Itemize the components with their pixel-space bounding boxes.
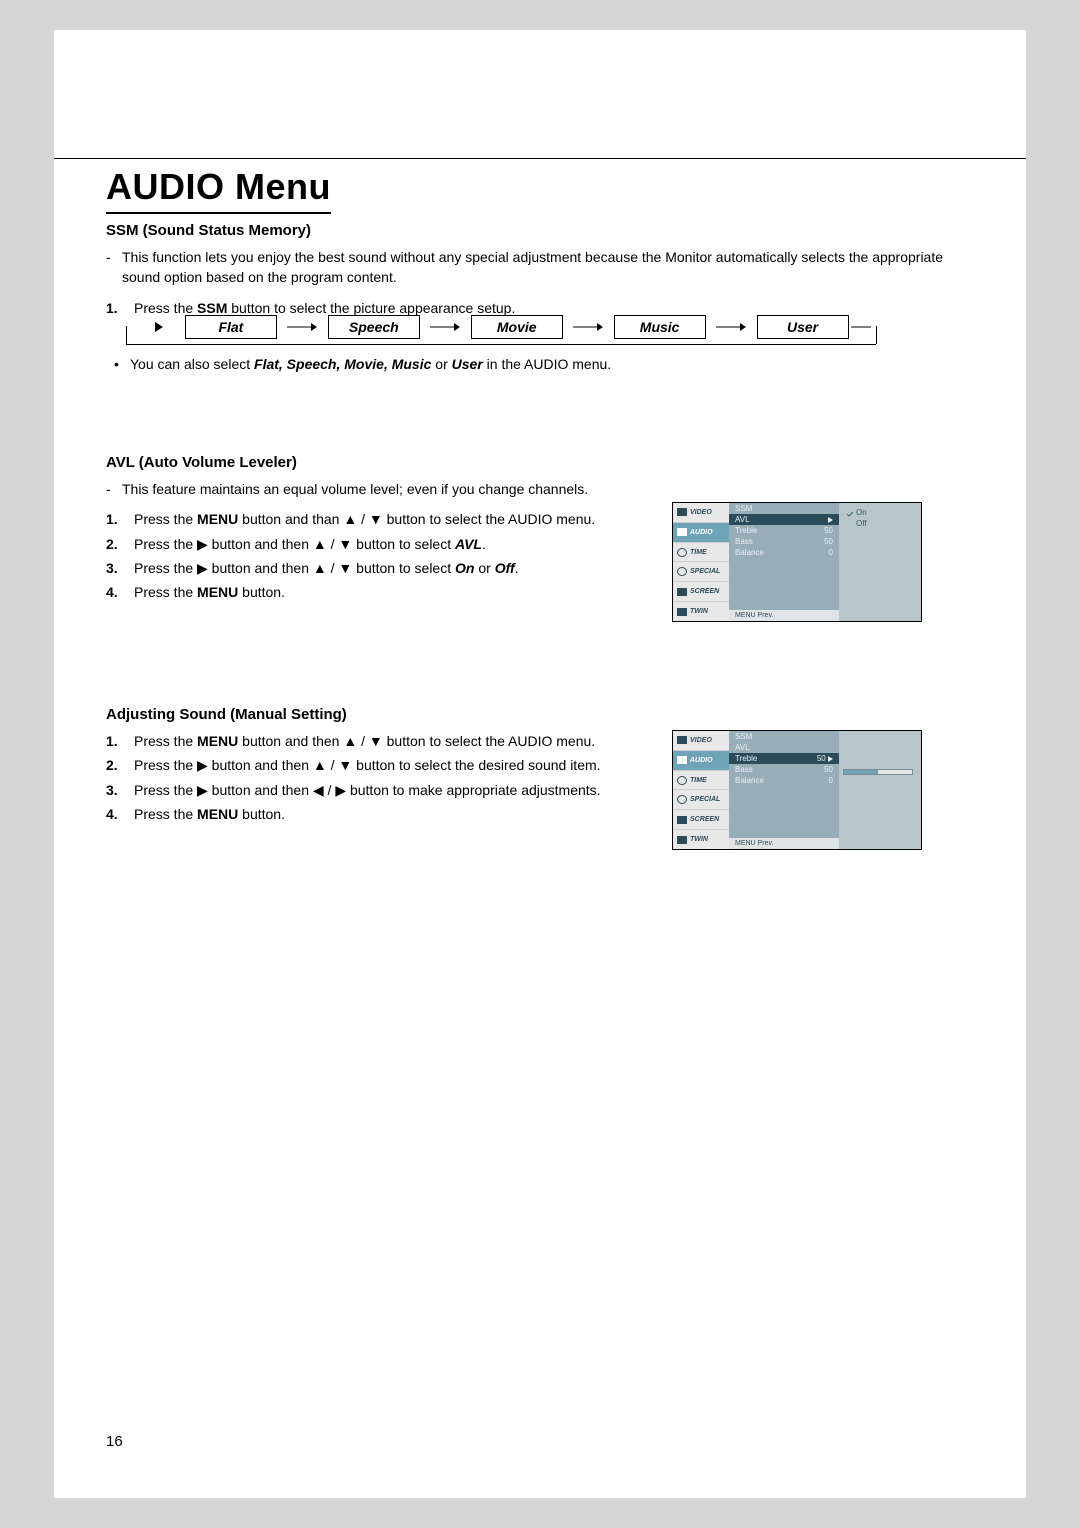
osd-footer: MENU Prev. [729, 610, 839, 621]
ssm-flow-diagram: Flat Speech Movie Music User [134, 310, 874, 344]
document-page: AUDIO Menu SSM (Sound Status Memory) - T… [54, 30, 1026, 1498]
osd-options-column: On Off [839, 503, 921, 621]
flow-box-flat: Flat [185, 315, 277, 339]
osd-category-column: VIDEO AUDIO TIME SPECIAL SCREEN TWIN [673, 731, 729, 849]
osd-row: Treble50 [729, 525, 839, 536]
dash-icon: - [106, 247, 122, 288]
list-number: 4. [106, 804, 134, 824]
flow-return-line [126, 344, 876, 345]
flow-return-line [876, 326, 877, 344]
osd-row: Bass50 [729, 764, 839, 775]
avl-heading: AVL (Auto Volume Leveler) [106, 454, 966, 471]
avl-desc: - This feature maintains an equal volume… [106, 479, 966, 499]
flow-box-user: User [757, 315, 849, 339]
dash-icon: - [106, 479, 122, 499]
osd-items-column: SSM AVL Treble50 Bass50 Balance0 MENU Pr… [729, 503, 839, 621]
arrow-right-icon [563, 322, 614, 332]
osd-row: SSM [729, 503, 839, 514]
osd-row: AVL [729, 742, 839, 753]
osd-cat-video: VIDEO [673, 503, 729, 523]
osd-row: SSM [729, 731, 839, 742]
osd-row-selected: AVL [729, 514, 839, 525]
arrow-right-icon [134, 322, 185, 332]
section-ssm: SSM (Sound Status Memory) - This functio… [106, 222, 966, 322]
arrow-right-icon [706, 322, 757, 332]
osd-row-selected: Treble50 [729, 753, 839, 764]
ssm-desc: - This function lets you enjoy the best … [106, 247, 966, 288]
osd-option-on: On [843, 507, 871, 518]
osd-cat-video: VIDEO [673, 731, 729, 751]
osd-menu-avl: VIDEO AUDIO TIME SPECIAL SCREEN TWIN SSM… [672, 502, 922, 622]
osd-row: Bass50 [729, 536, 839, 547]
list-number: 2. [106, 534, 134, 554]
osd-slider-column [839, 731, 921, 849]
osd-cat-screen: SCREEN [673, 582, 729, 602]
arrow-right-icon [420, 322, 471, 332]
list-number: 1. [106, 509, 134, 529]
list-number: 1. [106, 731, 134, 751]
flow-box-movie: Movie [471, 315, 563, 339]
osd-cat-screen: SCREEN [673, 810, 729, 830]
osd-option-off: Off [843, 518, 871, 529]
osd-slider [843, 769, 913, 775]
osd-footer: MENU Prev. [729, 838, 839, 849]
list-number: 2. [106, 755, 134, 775]
osd-cat-audio: AUDIO [673, 523, 729, 543]
page-number: 16 [106, 1433, 123, 1450]
arrow-right-icon [828, 517, 833, 523]
osd-slider-fill [844, 770, 878, 774]
list-number: 3. [106, 558, 134, 578]
list-number: 3. [106, 780, 134, 800]
flow-box-music: Music [614, 315, 706, 339]
ssm-heading: SSM (Sound Status Memory) [106, 222, 966, 239]
osd-cat-twin: TWIN [673, 830, 729, 849]
osd-cat-audio: AUDIO [673, 751, 729, 771]
top-divider [54, 158, 1026, 159]
osd-items-column: SSM AVL Treble50 Bass50 Balance0 MENU Pr… [729, 731, 839, 849]
check-icon [847, 510, 853, 516]
osd-category-column: VIDEO AUDIO TIME SPECIAL SCREEN TWIN [673, 503, 729, 621]
osd-row: Balance0 [729, 547, 839, 558]
list-number: 4. [106, 582, 134, 602]
osd-cat-special: SPECIAL [673, 562, 729, 582]
osd-menu-treble: VIDEO AUDIO TIME SPECIAL SCREEN TWIN SSM… [672, 730, 922, 850]
list-number: 1. [106, 298, 134, 318]
flow-tail [849, 322, 874, 332]
ssm-note: • You can also select Flat, Speech, Movi… [106, 354, 966, 378]
osd-cat-time: TIME [673, 771, 729, 791]
flow-return-line [126, 326, 127, 344]
arrow-right-icon [277, 322, 328, 332]
bullet-icon: • [106, 354, 130, 374]
arrow-right-icon [828, 756, 833, 762]
page-title: AUDIO Menu [106, 166, 331, 214]
adjust-heading: Adjusting Sound (Manual Setting) [106, 706, 966, 723]
flow-box-speech: Speech [328, 315, 420, 339]
osd-cat-twin: TWIN [673, 602, 729, 621]
osd-cat-special: SPECIAL [673, 790, 729, 810]
osd-cat-time: TIME [673, 543, 729, 563]
osd-row: Balance0 [729, 775, 839, 786]
